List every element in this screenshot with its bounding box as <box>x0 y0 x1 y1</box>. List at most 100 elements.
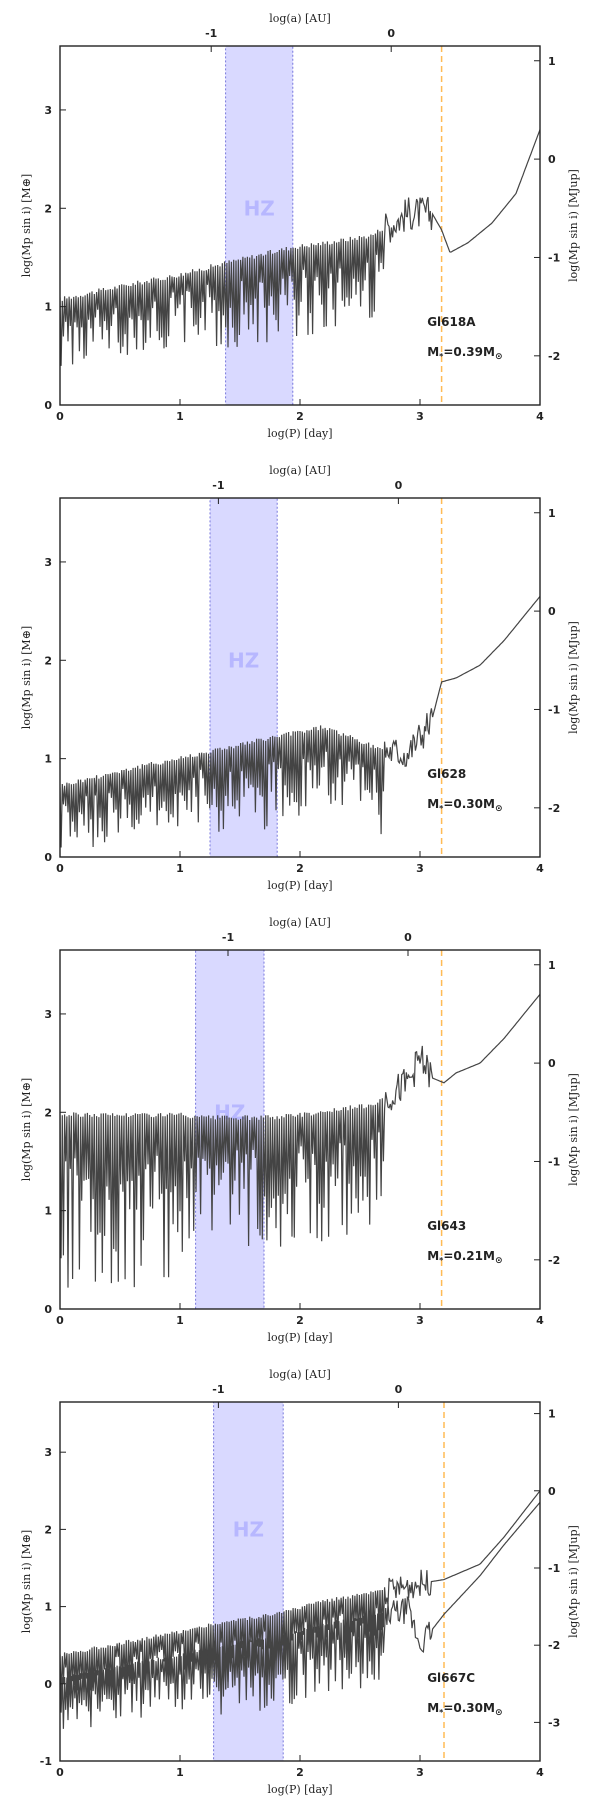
star-name: Gl628 <box>427 767 466 781</box>
x-tick-label: 4 <box>536 410 544 423</box>
right-tick-label: 0 <box>548 1485 556 1498</box>
y-tick-label: 2 <box>44 654 52 667</box>
y-tick-label: 1 <box>44 1205 52 1218</box>
y-axis-title: log(Mp sin i) [M⊕] <box>20 1530 33 1633</box>
y-tick-label: 3 <box>44 1008 52 1021</box>
star-name: Gl667C <box>427 1671 475 1685</box>
top-tick-label: 0 <box>395 1383 403 1396</box>
right-tick-label: -1 <box>548 1155 560 1168</box>
x-tick-label: 4 <box>536 1766 544 1779</box>
y-axis-title: log(Mp sin i) [M⊕] <box>20 174 33 277</box>
x-tick-label: 0 <box>56 410 64 423</box>
star-name: Gl643 <box>427 1219 466 1233</box>
y-axis-right-title: log(Mp sin i) [MJup] <box>567 621 580 734</box>
right-tick-label: -1 <box>548 1562 560 1575</box>
mass-limit-curve-0 <box>60 596 540 848</box>
y-axis-right-title: log(Mp sin i) [MJup] <box>567 169 580 282</box>
right-tick-label: -3 <box>548 1716 560 1729</box>
right-tick-label: -1 <box>548 703 560 716</box>
star-name: Gl618A <box>427 315 476 329</box>
y-tick-label: 0 <box>44 1678 52 1691</box>
y-tick-label: 3 <box>44 556 52 569</box>
x-tick-label: 1 <box>176 410 184 423</box>
y-tick-label: 1 <box>44 1601 52 1614</box>
x-tick-label: 1 <box>176 1314 184 1327</box>
panel-gl618a: HZ 0 1 2 3 4 0 1 2 3 -2 -1 0 1 -1 0 log(P) [day] log(a) [… <box>20 12 580 440</box>
top-tick-label: 0 <box>404 931 412 944</box>
y-tick-label: 2 <box>44 202 52 215</box>
mass-limit-curve-1 <box>60 1502 540 1729</box>
x-tick-label: 3 <box>416 862 424 875</box>
right-tick-label: 1 <box>548 959 556 972</box>
top-axis-title: log(a) [AU] <box>269 916 331 929</box>
stellar-mass: M*=0.30M⊙ <box>427 1701 502 1718</box>
right-tick-label: 0 <box>548 605 556 618</box>
right-tick-label: 0 <box>548 1057 556 1070</box>
y-tick-label: 1 <box>44 753 52 766</box>
y-tick-label: 0 <box>44 851 52 864</box>
mass-limit-curve-0 <box>60 1490 540 1702</box>
x-tick-label: 2 <box>296 1314 304 1327</box>
right-tick-label: 0 <box>548 153 556 166</box>
right-tick-label: -1 <box>548 251 560 264</box>
y-axis-title: log(Mp sin i) [M⊕] <box>20 1078 33 1181</box>
x-tick-label: 3 <box>416 1766 424 1779</box>
y-tick-label: -1 <box>40 1755 52 1768</box>
y-tick-label: 2 <box>44 1106 52 1119</box>
mass-limit-curve-0 <box>60 129 540 366</box>
stellar-mass: M*=0.21M⊙ <box>427 1249 502 1266</box>
top-axis-title: log(a) [AU] <box>269 1368 331 1381</box>
y-axis-title: log(Mp sin i) [M⊕] <box>20 626 33 729</box>
stellar-mass: M*=0.39M⊙ <box>427 345 502 362</box>
x-tick-label: 0 <box>56 1314 64 1327</box>
top-axis-title: log(a) [AU] <box>269 464 331 477</box>
x-axis-title: log(P) [day] <box>267 427 332 440</box>
y-axis-right-title: log(Mp sin i) [MJup] <box>567 1073 580 1186</box>
x-tick-label: 2 <box>296 862 304 875</box>
right-tick-label: -2 <box>548 1254 560 1267</box>
top-tick-label: -1 <box>205 27 217 40</box>
x-tick-label: 0 <box>56 1766 64 1779</box>
right-tick-label: -2 <box>548 1639 560 1652</box>
panel-gl628: HZ 0 1 2 3 4 0 1 2 3 -2 -1 0 1 -1 0 log(P) [day] log(a) [… <box>20 464 580 892</box>
right-tick-label: -2 <box>548 802 560 815</box>
x-tick-label: 1 <box>176 1766 184 1779</box>
top-tick-label: 0 <box>395 479 403 492</box>
y-tick-label: 2 <box>44 1523 52 1536</box>
y-tick-label: 3 <box>44 104 52 117</box>
habitable-zone-band <box>213 1401 284 1762</box>
habitable-zone-band <box>225 45 294 406</box>
x-tick-label: 2 <box>296 1766 304 1779</box>
top-axis-title: log(a) [AU] <box>269 12 331 25</box>
hz-label: HZ <box>228 648 259 672</box>
x-tick-label: 4 <box>536 1314 544 1327</box>
x-tick-label: 3 <box>416 1314 424 1327</box>
x-axis-title: log(P) [day] <box>267 879 332 892</box>
panel-gl667c: HZ 0 1 2 3 4 -1 0 1 2 3 -3 -2 -1 0 1 -1 0 log(P) [day] log(… <box>20 1368 580 1796</box>
right-tick-label: -2 <box>548 350 560 363</box>
x-axis-title: log(P) [day] <box>267 1331 332 1344</box>
stellar-mass: M*=0.30M⊙ <box>427 797 502 814</box>
mass-limit-curve-0 <box>60 993 540 1288</box>
x-tick-label: 2 <box>296 410 304 423</box>
hz-label: HZ <box>244 196 275 220</box>
top-tick-label: -1 <box>222 931 234 944</box>
x-tick-label: 4 <box>536 862 544 875</box>
x-tick-label: 3 <box>416 410 424 423</box>
top-tick-label: -1 <box>212 479 224 492</box>
top-tick-label: 0 <box>387 27 395 40</box>
y-axis-right-title: log(Mp sin i) [MJup] <box>567 1525 580 1638</box>
y-tick-label: 1 <box>44 301 52 314</box>
y-tick-label: 3 <box>44 1446 52 1459</box>
x-tick-label: 1 <box>176 862 184 875</box>
x-tick-label: 0 <box>56 862 64 875</box>
hz-label: HZ <box>233 1517 264 1541</box>
x-axis-title: log(P) [day] <box>267 1783 332 1796</box>
right-tick-label: 1 <box>548 1408 556 1421</box>
y-tick-label: 0 <box>44 399 52 412</box>
right-tick-label: 1 <box>548 507 556 520</box>
top-tick-label: -1 <box>212 1383 224 1396</box>
y-tick-label: 0 <box>44 1303 52 1316</box>
